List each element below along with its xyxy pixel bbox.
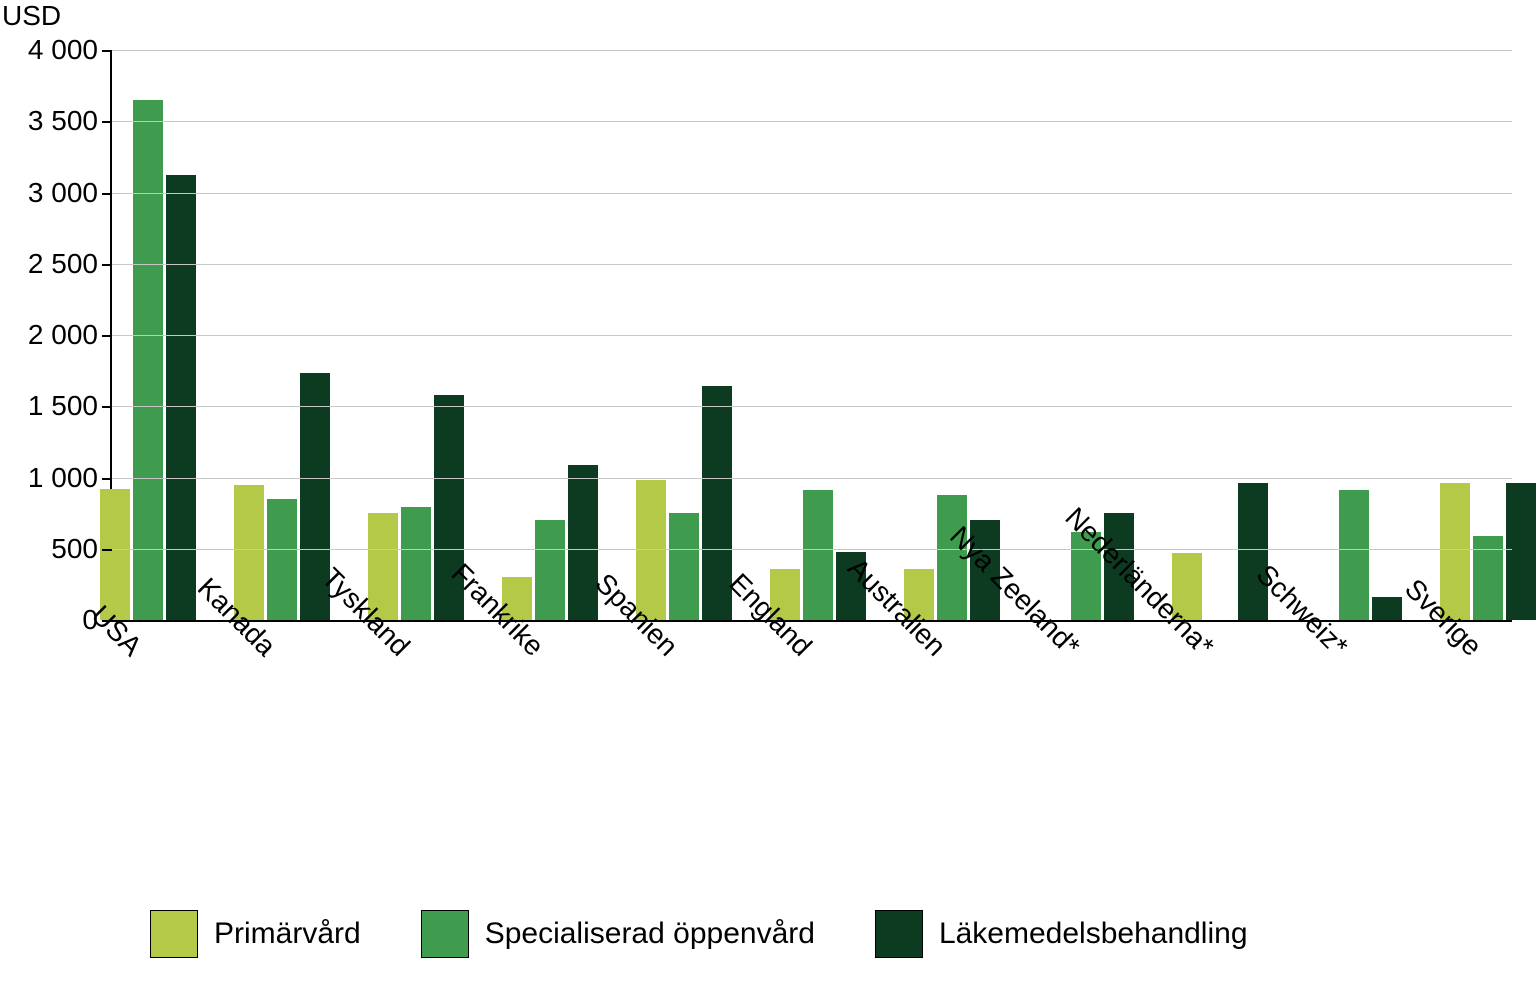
gridline [112, 193, 1512, 194]
legend-item: Primärvård [150, 910, 361, 958]
legend-item: Läkemedelsbehandling [875, 910, 1248, 958]
x-tick-label: Spanien [661, 640, 756, 735]
y-tick-label: 1 500 [28, 390, 98, 422]
bar [133, 100, 163, 620]
x-tick-label: Australien [929, 640, 1040, 751]
x-tick-label: Tyskland [393, 640, 494, 741]
y-tick-mark [102, 193, 112, 195]
y-tick-mark [102, 50, 112, 52]
y-tick-label: 1 000 [28, 462, 98, 494]
y-axis-title: USD [2, 0, 61, 32]
x-tick-label: Sverige [1465, 640, 1536, 730]
gridline [112, 478, 1512, 479]
bar [535, 520, 565, 620]
gridline [112, 335, 1512, 336]
y-tick-label: 4 000 [28, 34, 98, 66]
y-tick-label: 3 500 [28, 105, 98, 137]
y-tick-label: 500 [51, 533, 98, 565]
bar [401, 507, 431, 620]
bar [1372, 597, 1402, 620]
y-tick-mark [102, 478, 112, 480]
bar [1506, 483, 1536, 620]
bar [166, 175, 196, 620]
x-tick-label: England [795, 640, 890, 735]
x-tick-label: Schweiz* [1331, 640, 1435, 744]
x-tick-label: Frankrike [527, 640, 632, 745]
x-tick-label: Kanada [259, 640, 350, 731]
bar [267, 499, 297, 620]
gridline [112, 50, 1512, 51]
legend-label: Läkemedelsbehandling [939, 917, 1248, 951]
bar [1238, 483, 1268, 620]
gridline [112, 121, 1512, 122]
gridline [112, 549, 1512, 550]
chart-container: USD 05001 0001 5002 0002 5003 0003 5004 … [0, 0, 1536, 1000]
bar [669, 513, 699, 620]
bar [803, 490, 833, 620]
bar [1339, 490, 1369, 620]
legend-label: Primärvård [214, 917, 361, 951]
x-tick-label: USA [125, 640, 188, 703]
x-tick-label: Nya Zeeland* [1063, 640, 1206, 783]
plot-area: 05001 0001 5002 0002 5003 0003 5004 000U… [110, 50, 1512, 622]
y-tick-label: 3 000 [28, 177, 98, 209]
y-tick-mark [102, 406, 112, 408]
y-tick-label: 2 500 [28, 248, 98, 280]
legend-label: Specialiserad öppenvård [485, 917, 815, 951]
y-tick-mark [102, 549, 112, 551]
y-tick-mark [102, 121, 112, 123]
legend-item: Specialiserad öppenvård [421, 910, 815, 958]
legend-swatch [875, 910, 923, 958]
gridline [112, 264, 1512, 265]
legend: Primärvård Specialiserad öppenvård Läkemed… [150, 910, 1248, 958]
legend-swatch [421, 910, 469, 958]
y-tick-mark [102, 335, 112, 337]
bar [568, 465, 598, 620]
gridline [112, 406, 1512, 407]
legend-swatch [150, 910, 198, 958]
y-tick-label: 2 000 [28, 319, 98, 351]
y-tick-mark [102, 264, 112, 266]
